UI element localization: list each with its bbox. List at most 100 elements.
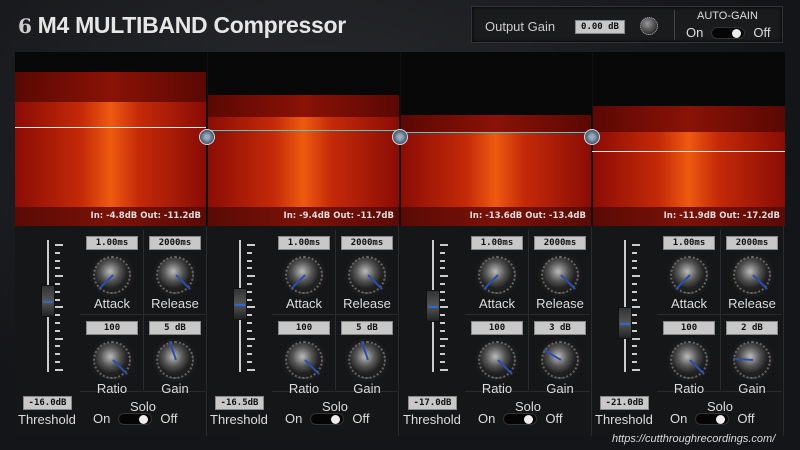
knob-pointer (304, 359, 320, 375)
solo-switch[interactable] (695, 412, 730, 425)
output-gain-value[interactable]: 0.00 dB (575, 20, 625, 34)
crossover-handle[interactable] (392, 129, 408, 145)
fader-tick (632, 322, 637, 324)
fader-tick (632, 251, 637, 254)
gain-knob[interactable] (348, 340, 386, 379)
fader-tick (632, 306, 640, 309)
ratio-knob[interactable] (478, 341, 516, 379)
website-url[interactable]: https://cutthroughrecordings.com/ (612, 433, 776, 445)
band-display: In: -4.8dB Out: -11.2dB In: -9.4dB Out: … (15, 52, 785, 226)
band-3-spectrum[interactable]: In: -13.6dB Out: -13.4dB (400, 52, 591, 226)
fader-tick (55, 298, 60, 301)
gain-knob[interactable] (732, 341, 771, 379)
ratio-control: 100 Ratio (465, 321, 529, 396)
divider (80, 391, 205, 392)
ratio-value[interactable]: 100 (471, 321, 523, 335)
attack-value[interactable]: 1.00ms (471, 236, 523, 250)
release-control: 2000ms Release (335, 236, 399, 311)
knob-pointer (175, 274, 191, 290)
release-control: 2000ms Release (143, 236, 207, 311)
crossover-handle[interactable] (199, 129, 215, 145)
fader-tick (55, 345, 60, 348)
attack-knob[interactable] (93, 256, 131, 294)
ratio-value[interactable]: 100 (278, 321, 330, 335)
auto-gain-off-label: Off (753, 25, 771, 40)
attack-knob[interactable] (478, 256, 516, 294)
fader-thumb[interactable] (41, 285, 55, 318)
threshold-value[interactable]: -17.0dB (408, 396, 457, 410)
threshold-value[interactable]: -16.5dB (215, 396, 264, 410)
ratio-knob[interactable] (285, 341, 323, 379)
release-value[interactable]: 2000ms (534, 236, 586, 250)
ratio-value[interactable]: 100 (663, 321, 715, 335)
attack-knob[interactable] (670, 256, 708, 294)
threshold-label: Threshold (403, 412, 461, 427)
solo-switch[interactable] (118, 412, 153, 425)
attack-value[interactable]: 1.00ms (663, 236, 715, 250)
gain-control: 2 dB Gain (720, 321, 784, 396)
fader-tick (440, 361, 445, 363)
ratio-label: Ratio (288, 381, 320, 396)
fader-tick (632, 353, 637, 356)
band-1-spectrum[interactable]: In: -4.8dB Out: -11.2dB (15, 52, 206, 226)
fader-thumb[interactable] (426, 289, 440, 322)
threshold-fader[interactable] (41, 240, 63, 372)
ratio-label: Ratio (96, 381, 128, 396)
fader-tick (440, 298, 445, 301)
ratio-knob[interactable] (93, 341, 131, 379)
threshold-line[interactable] (400, 132, 591, 133)
fader-tick (55, 283, 60, 285)
gain-value[interactable]: 5 dB (149, 321, 201, 335)
release-knob[interactable] (348, 256, 386, 294)
solo-label: Solo (322, 399, 349, 414)
gain-value[interactable]: 3 dB (534, 321, 586, 335)
fader-tick (247, 329, 252, 332)
gain-value[interactable]: 2 dB (726, 321, 778, 335)
release-control: 2000ms Release (528, 236, 592, 311)
threshold-line[interactable] (592, 151, 785, 152)
solo-switch[interactable] (503, 412, 538, 425)
solo-switch[interactable] (310, 412, 345, 425)
crossover-handle[interactable] (584, 129, 600, 145)
threshold-line[interactable] (207, 130, 399, 131)
auto-gain-toggle-row: On Off (686, 25, 770, 40)
threshold-fader[interactable] (233, 240, 255, 372)
divider (465, 391, 590, 392)
fader-tick (55, 251, 60, 254)
fader-thumb[interactable] (618, 307, 632, 340)
release-value[interactable]: 2000ms (726, 236, 778, 250)
gain-value[interactable]: 5 dB (341, 321, 393, 335)
ratio-knob[interactable] (670, 341, 708, 379)
gain-knob[interactable] (541, 341, 579, 379)
threshold-value[interactable]: -16.0dB (23, 396, 72, 410)
auto-gain-switch[interactable] (711, 26, 746, 39)
ratio-value[interactable]: 100 (86, 321, 138, 335)
fader-tick (632, 275, 640, 278)
attack-value[interactable]: 1.00ms (278, 236, 330, 250)
release-value[interactable]: 2000ms (149, 236, 201, 250)
fader-tick (632, 329, 637, 332)
threshold-line[interactable] (15, 127, 206, 128)
gain-label: Gain (161, 381, 189, 396)
threshold-value[interactable]: -21.0dB (600, 396, 649, 410)
band-2-spectrum[interactable]: In: -9.4dB Out: -11.7dB (207, 52, 399, 226)
release-knob[interactable] (733, 256, 771, 294)
auto-gain-label: AUTO-GAIN (697, 10, 758, 22)
release-knob[interactable] (156, 256, 194, 294)
ratio-label: Ratio (481, 381, 513, 396)
attack-knob[interactable] (285, 256, 323, 294)
fader-thumb[interactable] (233, 287, 247, 320)
threshold-fader[interactable] (618, 240, 640, 372)
attack-control: 1.00ms Attack (80, 236, 144, 311)
release-knob[interactable] (541, 256, 579, 294)
gain-knob[interactable] (156, 340, 194, 379)
fader-tick (440, 306, 448, 309)
output-gain-knob[interactable] (640, 17, 658, 35)
threshold-fader[interactable] (426, 240, 448, 372)
fader-tick (247, 306, 255, 309)
band-4-spectrum[interactable]: In: -11.9dB Out: -17.2dB (592, 52, 785, 226)
threshold-label: Threshold (595, 412, 653, 427)
attack-value[interactable]: 1.00ms (86, 236, 138, 250)
release-value[interactable]: 2000ms (341, 236, 393, 250)
fader-tick (440, 283, 445, 285)
